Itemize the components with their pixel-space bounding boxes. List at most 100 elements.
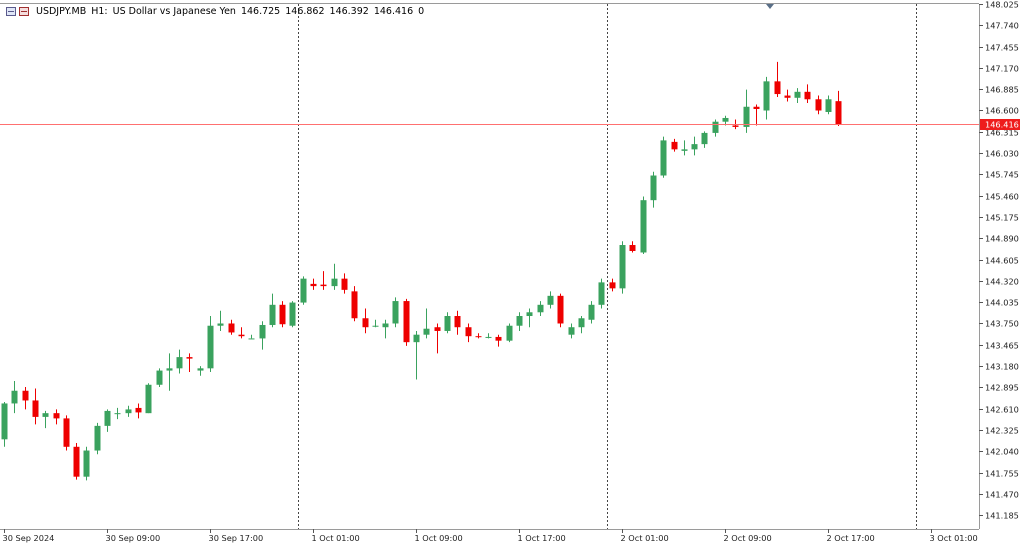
- candle: [465, 323, 472, 343]
- candle: [609, 278, 616, 292]
- candle: [269, 293, 276, 328]
- candle: [392, 297, 399, 328]
- price-tick-label: 147.170: [985, 64, 1019, 74]
- candle: [403, 298, 410, 346]
- price-tick-label: 147.740: [985, 21, 1019, 31]
- price-tick-label: 141.185: [985, 511, 1019, 521]
- candle: [351, 286, 358, 322]
- candle-body: [238, 334, 245, 337]
- candle: [125, 405, 132, 417]
- candle: [495, 334, 502, 347]
- candle-body: [465, 327, 472, 337]
- candle-body: [186, 357, 193, 359]
- candle: [588, 301, 595, 324]
- candle-body: [228, 323, 235, 333]
- candle: [238, 327, 245, 339]
- price-tick-label: 145.460: [985, 192, 1019, 202]
- candle: [444, 312, 451, 334]
- candle: [176, 349, 183, 374]
- candle: [660, 136, 667, 178]
- candle-body: [382, 323, 389, 328]
- candle-body: [495, 336, 502, 341]
- candle-body: [784, 95, 791, 98]
- price-tick-label: 142.610: [985, 405, 1019, 415]
- candle: [259, 321, 266, 350]
- open-value: 146.725: [240, 6, 281, 17]
- candle: [506, 323, 513, 343]
- candle: [300, 276, 307, 305]
- candle: [207, 316, 214, 373]
- candle: [248, 334, 255, 340]
- candle-body: [609, 282, 616, 289]
- candle: [825, 95, 832, 115]
- time-tick-label: 2 Oct 17:00: [827, 533, 875, 543]
- time-tick-label: 30 Sep 17:00: [209, 533, 264, 543]
- candle: [331, 263, 338, 290]
- price-tick-label: 148.025: [985, 0, 1019, 10]
- candle-body: [526, 312, 533, 317]
- candle-body: [537, 304, 544, 313]
- candle-body: [156, 370, 163, 385]
- time-tick-label: 1 Oct 17:00: [518, 533, 566, 543]
- candle-body: [547, 295, 554, 305]
- price-tick-label: 145.175: [985, 213, 1019, 223]
- price-axis[interactable]: 148.025 147.740 147.455 147.170 146.885 146.6…: [979, 0, 1020, 521]
- candle-body: [578, 318, 585, 328]
- shift-marker-icon[interactable]: [766, 4, 774, 9]
- candle-body: [454, 316, 461, 328]
- candle-body: [341, 278, 348, 290]
- candle: [598, 278, 605, 309]
- price-tick-label: 144.035: [985, 298, 1019, 308]
- candle-body: [176, 357, 183, 369]
- time-tick-label: 2 Oct 09:00: [724, 533, 772, 543]
- candle-body: [351, 291, 358, 319]
- candle-body: [701, 132, 708, 145]
- candle-body: [743, 106, 750, 127]
- close-value: 146.416: [373, 6, 414, 17]
- candle-body: [434, 327, 441, 331]
- candle-body: [660, 140, 667, 176]
- price-tick-label: 146.600: [985, 106, 1019, 116]
- candle-body: [568, 327, 575, 335]
- candle: [640, 196, 647, 254]
- candle: [135, 403, 142, 419]
- candle-body: [794, 91, 801, 98]
- time-tick-label: 30 Sep 2024: [3, 533, 55, 543]
- candle-body: [166, 368, 173, 371]
- price-tick-label: 142.895: [985, 383, 1019, 393]
- candle-body: [691, 144, 698, 150]
- candle: [104, 409, 111, 432]
- candle-body: [320, 284, 327, 287]
- candle-body: [475, 336, 482, 338]
- candle: [22, 387, 29, 410]
- candle: [547, 291, 554, 309]
- candle: [32, 388, 39, 425]
- candle: [774, 61, 781, 98]
- candle-body: [485, 336, 492, 338]
- candle-body: [815, 99, 822, 111]
- candle-body: [423, 328, 430, 335]
- candle: [578, 316, 585, 334]
- candle-body: [753, 106, 760, 109]
- candle-body: [32, 400, 39, 417]
- chart-window-icon-red[interactable]: [19, 7, 29, 16]
- candle-body: [712, 121, 719, 133]
- candle-body: [125, 409, 132, 414]
- time-axis[interactable]: 30 Sep 2024 30 Sep 09:00 30 Sep 17:00 1 Oct…: [3, 529, 1024, 543]
- price-tick-label: 144.605: [985, 256, 1019, 266]
- candle-body: [135, 407, 142, 413]
- time-tick-label: 30 Sep 09:00: [106, 533, 161, 543]
- candle: [42, 410, 49, 429]
- candle: [681, 140, 688, 156]
- candle-body: [83, 450, 90, 477]
- candle: [341, 273, 348, 294]
- candle-body: [269, 304, 276, 325]
- current-price-tag: 146.416: [980, 119, 1020, 130]
- candle: [434, 323, 441, 354]
- candle-body: [804, 91, 811, 100]
- chart-window-icon[interactable]: [6, 7, 16, 16]
- price-tick-label: 141.755: [985, 469, 1019, 479]
- candle-body: [598, 282, 605, 305]
- candle-body: [403, 301, 410, 343]
